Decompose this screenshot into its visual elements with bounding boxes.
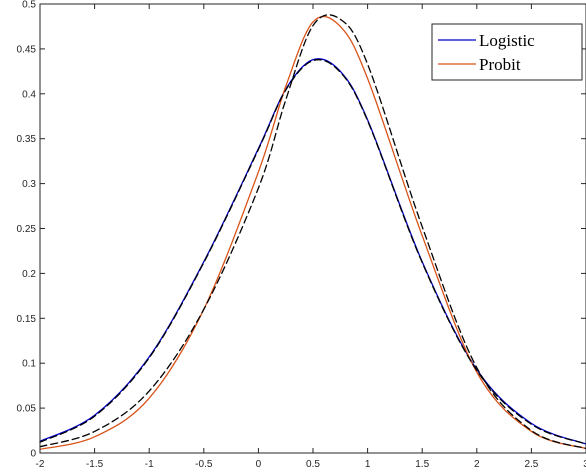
y-tick-label: 0.15 (17, 314, 37, 325)
y-tick-label: 0.5 (22, 0, 36, 11)
x-tick-label: 1 (365, 459, 371, 470)
y-tick-label: 0.3 (22, 179, 36, 190)
x-tick-label: -0.5 (195, 459, 213, 470)
x-tick-label: 0.5 (306, 459, 320, 470)
x-tick-label: -1.5 (86, 459, 104, 470)
y-tick-label: 0.2 (22, 269, 36, 280)
y-tick-label: 0.05 (17, 404, 37, 415)
y-tick-label: 0.1 (22, 359, 36, 370)
y-tick-label: 0.45 (17, 44, 37, 55)
x-tick-label: -1 (145, 459, 154, 470)
y-tick-label: 0.25 (17, 224, 37, 235)
legend-label-logistic: Logistic (479, 31, 535, 50)
y-tick-label: 0.4 (22, 89, 36, 100)
legend-box (431, 23, 583, 81)
x-tick-label: 3 (583, 459, 586, 470)
series-lines (39, 14, 586, 451)
x-tick-label: 2.5 (524, 459, 538, 470)
y-tick-label: 0 (30, 449, 36, 460)
legend: Logistic Probit (431, 23, 583, 81)
x-tick-label: -2 (36, 459, 45, 470)
x-tick-label: 1.5 (415, 459, 429, 470)
ticks: -2 -1.5 -1 -0.5 0 0.5 1 1.5 2 2.5 3 0 0.05 0.1 0.15 0.2… (17, 0, 586, 470)
series-probit-line (39, 15, 586, 451)
x-tick-label: 0 (256, 459, 262, 470)
y-tick-label: 0.35 (17, 134, 37, 145)
x-tick-label: 2 (474, 459, 480, 470)
legend-label-probit: Probit (479, 55, 521, 74)
series-reference-3-line (39, 14, 586, 450)
